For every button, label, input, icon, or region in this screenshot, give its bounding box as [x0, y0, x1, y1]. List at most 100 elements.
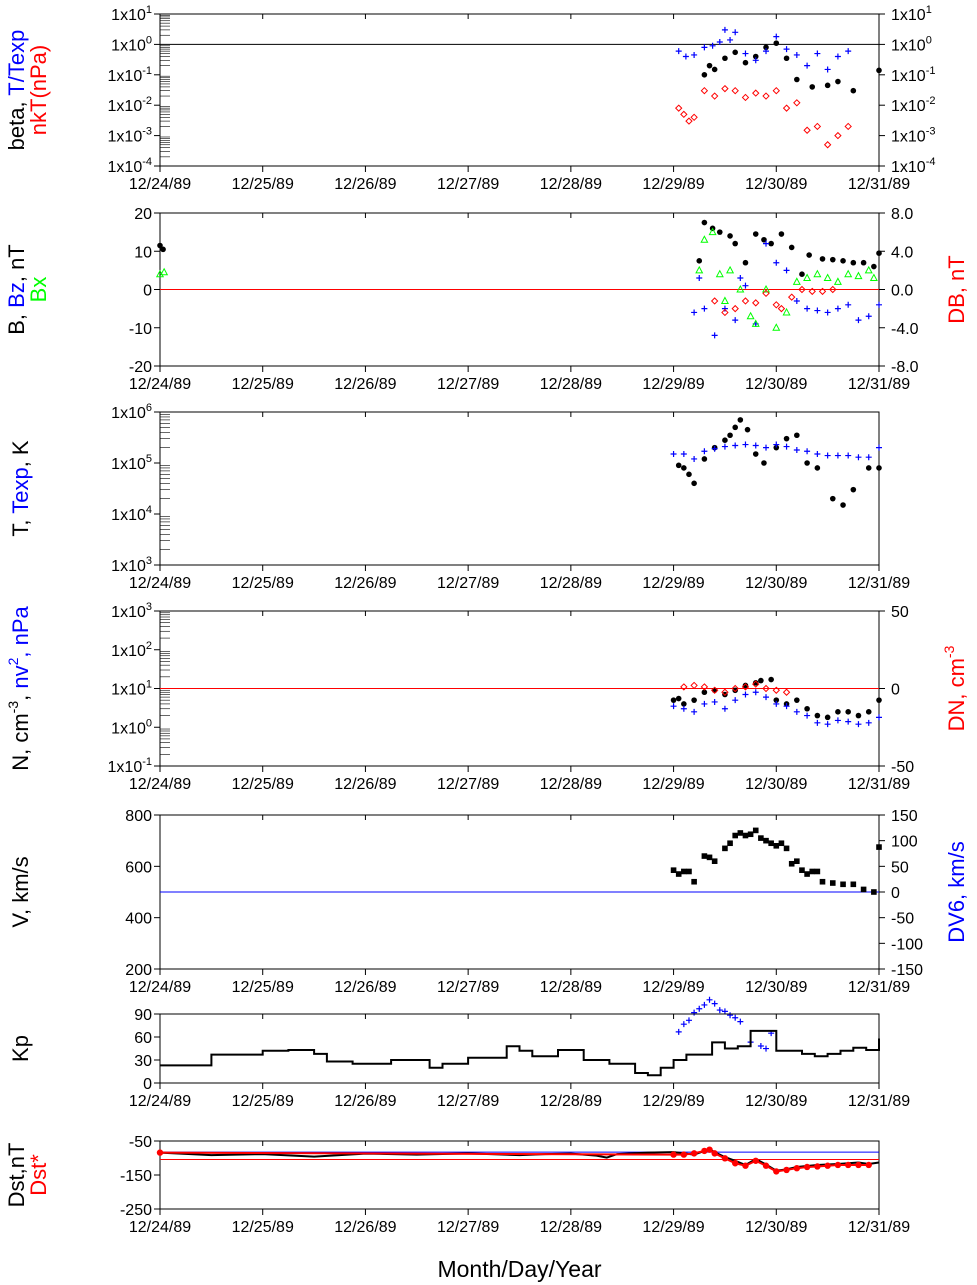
- x-tick-label: 12/30/89: [745, 776, 807, 793]
- data-point: [690, 1150, 698, 1157]
- data-point: [772, 86, 780, 95]
- data-point: [742, 691, 749, 698]
- data-point: [701, 1147, 708, 1155]
- data-point: [701, 1001, 708, 1008]
- data-point: [682, 53, 689, 60]
- data-point: [855, 712, 862, 719]
- x-tick-label: 12/28/89: [540, 1219, 602, 1236]
- data-point: [737, 417, 744, 423]
- x-tick-label: 12/28/89: [540, 176, 602, 193]
- data-point: [721, 1008, 728, 1015]
- y-tick-label: 1x10-2: [108, 95, 152, 115]
- y-tick-label: 60: [134, 1030, 152, 1047]
- data-point: [680, 1021, 687, 1028]
- data-point: [860, 886, 867, 893]
- data-point: [752, 89, 760, 97]
- data-point: [845, 709, 851, 715]
- data-point: [752, 442, 759, 449]
- data-point: [751, 319, 760, 327]
- data-point: [721, 305, 728, 312]
- data-point: [741, 297, 750, 305]
- data-point: [752, 57, 759, 64]
- data-point: [701, 305, 708, 312]
- data-point: [809, 868, 816, 875]
- data-point: [722, 437, 728, 443]
- data-point: [814, 465, 821, 471]
- y-axis-label: V, km/s: [8, 856, 33, 927]
- y-axis-label: B, Bz, nT: [4, 244, 29, 335]
- data-point: [792, 277, 801, 285]
- y-tick-label: 400: [125, 911, 152, 928]
- data-point: [696, 275, 703, 282]
- data-point: [773, 700, 780, 707]
- data-point: [782, 104, 791, 112]
- data-point: [844, 269, 853, 278]
- data-point: [670, 697, 677, 703]
- x-tick-label: 12/27/89: [437, 1219, 499, 1236]
- data-point: [818, 287, 827, 296]
- right-tick-label: 0.0: [891, 283, 913, 300]
- x-tick-label: 12/31/89: [848, 176, 910, 193]
- data-point: [844, 122, 852, 131]
- data-point: [747, 831, 754, 838]
- data-point: [732, 240, 738, 247]
- right-tick-label: -50: [891, 911, 914, 928]
- data-point: [876, 697, 882, 703]
- data-point: [727, 36, 734, 43]
- x-tick-label: 12/26/89: [334, 1093, 396, 1110]
- x-tick-label: 12/24/89: [129, 176, 191, 193]
- data-point: [691, 309, 698, 316]
- data-point: [850, 486, 857, 493]
- data-point: [157, 242, 163, 249]
- x-tick-label: 12/26/89: [334, 1219, 396, 1236]
- data-point: [813, 269, 822, 278]
- panel-bfield: -20 -10 0 10 20 -8.0 -4.0 0.0 4.0 8.0 12/24/89 12/2…: [4, 206, 969, 393]
- data-point: [758, 835, 764, 841]
- y-axis-label: Kp: [8, 1035, 33, 1062]
- data-point: [799, 271, 805, 278]
- data-point: [783, 46, 790, 53]
- data-point: [782, 307, 791, 316]
- data-point: [783, 435, 790, 442]
- right-tick-label: 1x100: [891, 34, 932, 54]
- data-point: [763, 240, 770, 247]
- data-point: [727, 233, 733, 239]
- x-tick-label: 12/27/89: [437, 376, 499, 393]
- x-tick-label: 12/27/89: [437, 176, 499, 193]
- data-point: [824, 66, 831, 73]
- data-point: [782, 688, 791, 696]
- data-point: [752, 680, 759, 686]
- data-point: [834, 452, 841, 459]
- data-point: [681, 701, 687, 707]
- data-point: [675, 48, 682, 55]
- data-point: [809, 84, 816, 90]
- data-point: [711, 698, 718, 705]
- data-point: [787, 293, 796, 301]
- data-point: [732, 832, 738, 839]
- data-point: [829, 880, 836, 886]
- data-point: [823, 273, 832, 282]
- right-tick-label: 50: [891, 859, 909, 876]
- data-point: [670, 1151, 677, 1158]
- y-tick-label: 1x10-4: [108, 156, 152, 176]
- x-axis-title: Month/Day/Year: [437, 1256, 601, 1282]
- y-tick-label: 1x100: [111, 717, 152, 737]
- data-point: [763, 44, 769, 51]
- data-point: [706, 996, 713, 1003]
- data-point: [778, 840, 785, 847]
- data-point: [701, 853, 708, 859]
- x-tick-label: 12/28/89: [540, 979, 602, 996]
- data-point: [732, 1160, 739, 1167]
- data-point: [773, 33, 780, 40]
- right-tick-label: 1x10-2: [891, 95, 935, 115]
- data-point: [793, 99, 801, 107]
- data-point: [876, 444, 882, 451]
- data-point: [793, 297, 800, 304]
- data-point: [716, 38, 723, 45]
- data-point: [731, 304, 739, 313]
- data-point: [736, 284, 745, 293]
- x-tick-label: 12/30/89: [745, 1219, 807, 1236]
- right-axis-label: DV6, km/s: [944, 841, 969, 942]
- x-tick-label: 12/25/89: [232, 979, 294, 996]
- y-axis-label-2: Dst*: [26, 1154, 51, 1196]
